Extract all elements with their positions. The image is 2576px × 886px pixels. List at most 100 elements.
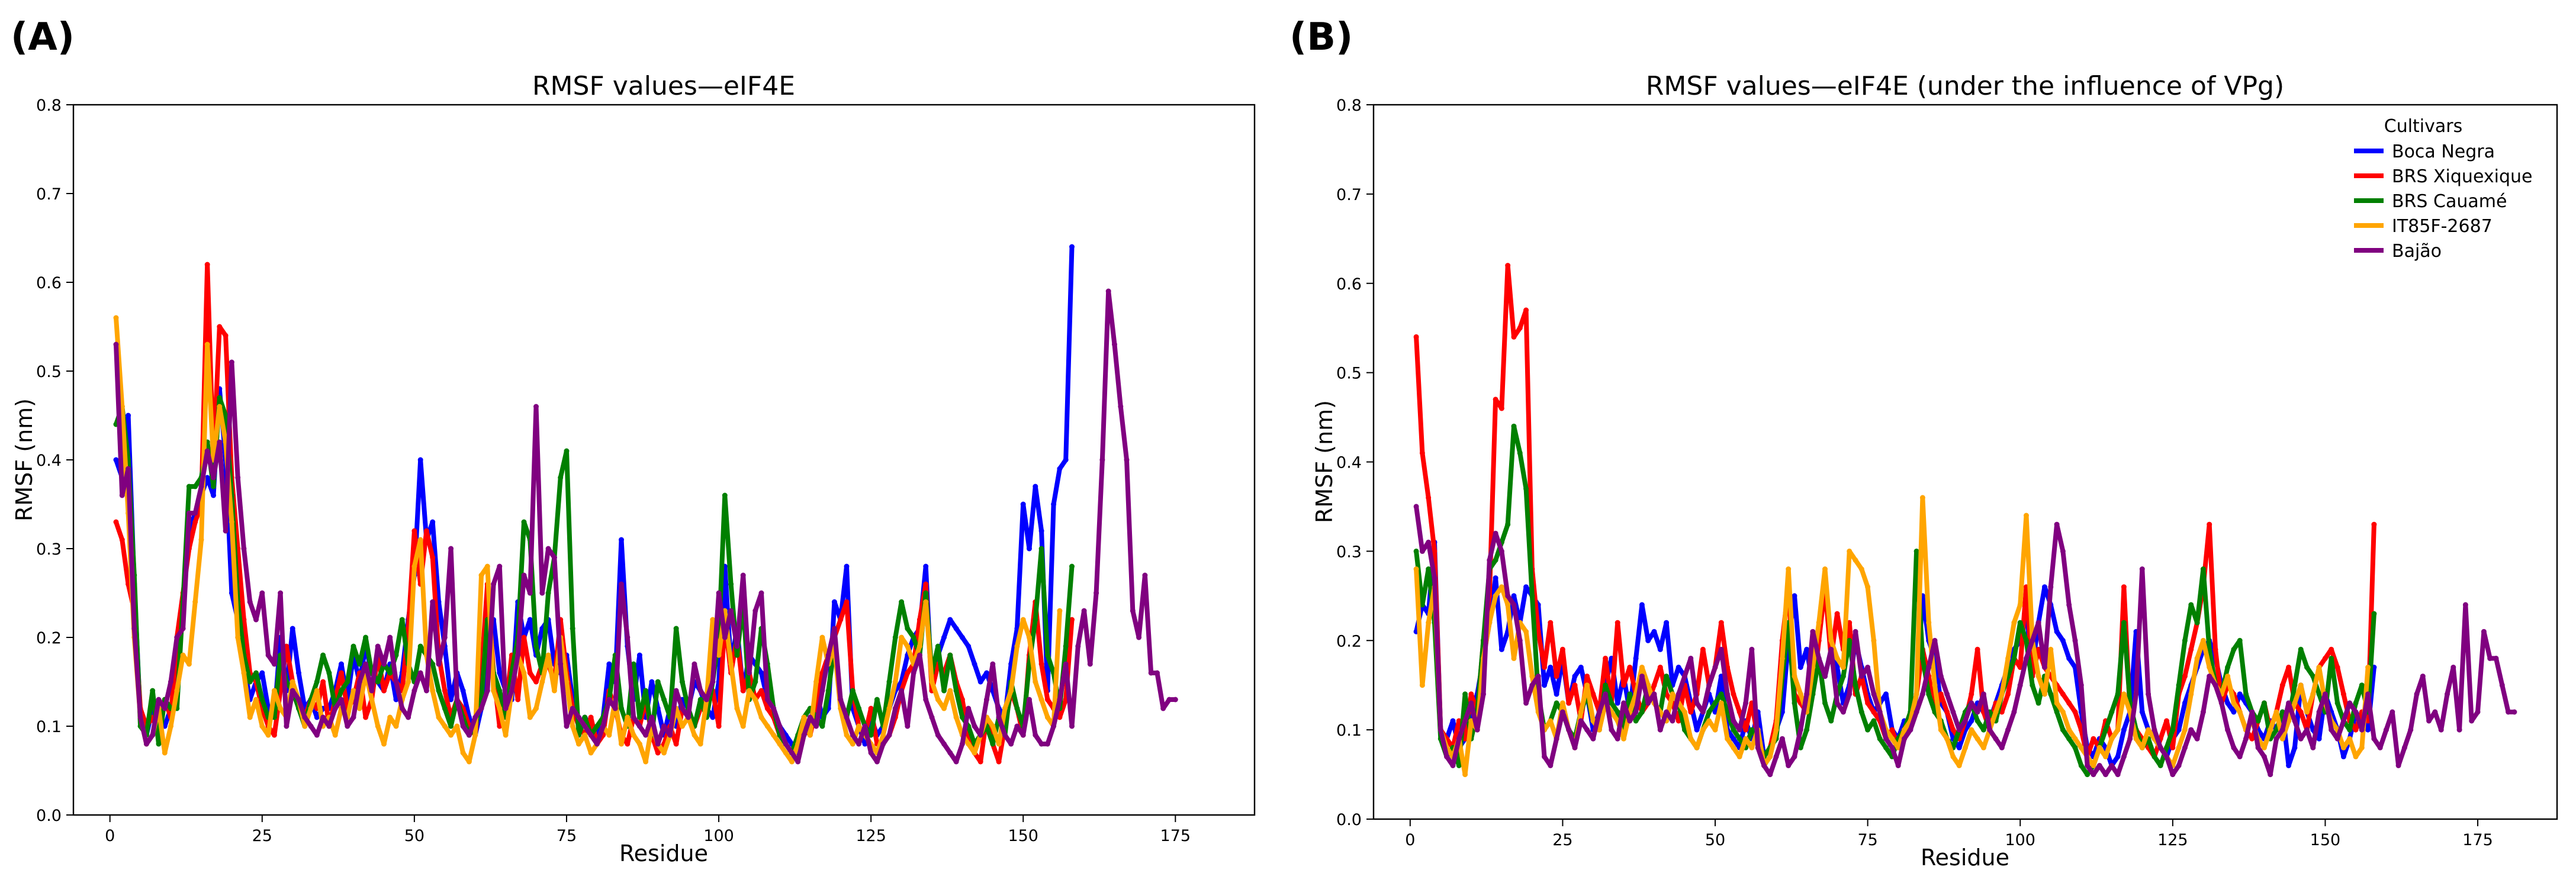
data-point-bajao <box>1474 727 1480 733</box>
data-point-brs-xiquexique <box>996 759 1002 765</box>
data-point-brs-cauame <box>850 688 856 694</box>
data-point-it85f-2687 <box>1797 691 1803 697</box>
data-point-bajao <box>168 679 173 685</box>
data-point-it85f-2687 <box>1523 629 1529 634</box>
data-point-boca-negra <box>606 661 612 667</box>
data-point-boca-negra <box>497 670 503 676</box>
data-point-bajao <box>801 732 807 738</box>
data-point-bajao <box>2384 727 2389 733</box>
data-point-bajao <box>2268 772 2273 778</box>
data-point-brs-xiquexique <box>2170 745 2176 750</box>
data-point-brs-xiquexique <box>868 705 874 711</box>
data-point-it85f-2687 <box>2279 736 2285 742</box>
data-point-it85f-2687 <box>2066 727 2072 733</box>
data-point-it85f-2687 <box>2072 736 2078 742</box>
data-point-it85f-2687 <box>892 679 898 685</box>
data-point-it85f-2687 <box>1822 566 1828 572</box>
data-point-boca-negra <box>2115 753 2121 759</box>
data-point-bajao <box>423 688 429 694</box>
data-point-brs-cauame <box>211 484 216 489</box>
data-point-brs-cauame <box>2035 700 2041 706</box>
data-point-bajao <box>1419 548 1425 554</box>
data-point-bajao <box>966 705 972 711</box>
data-point-bajao <box>369 688 375 694</box>
data-point-brs-cauame <box>442 705 448 711</box>
data-point-bajao <box>1112 341 1117 347</box>
data-point-brs-cauame <box>1554 700 1559 706</box>
data-point-bajao <box>1706 682 1712 688</box>
data-point-it85f-2687 <box>1008 688 1014 694</box>
data-point-bajao <box>1105 288 1111 294</box>
data-point-it85f-2687 <box>503 732 509 738</box>
data-point-brs-xiquexique <box>1700 646 1706 652</box>
data-point-bajao <box>1148 670 1154 676</box>
data-point-bajao <box>570 705 575 711</box>
data-point-it85f-2687 <box>332 732 338 738</box>
data-point-it85f-2687 <box>1057 608 1063 614</box>
data-point-brs-cauame <box>314 679 320 685</box>
data-point-bajao <box>874 759 880 765</box>
data-point-brs-cauame <box>2182 637 2188 643</box>
data-point-bajao <box>1987 727 1993 733</box>
data-point-bajao <box>990 661 996 667</box>
data-point-bajao <box>1858 674 1864 679</box>
data-point-it85f-2687 <box>168 723 173 729</box>
data-point-boca-negra <box>1554 691 1559 697</box>
data-point-it85f-2687 <box>1014 643 1020 649</box>
data-point-brs-xiquexique <box>381 688 387 694</box>
data-point-brs-xiquexique <box>1736 709 1742 715</box>
data-point-bajao <box>1033 732 1038 738</box>
data-point-it85f-2687 <box>198 537 204 543</box>
data-point-brs-xiquexique <box>2279 682 2285 688</box>
data-point-boca-negra <box>1450 718 1456 724</box>
data-point-brs-xiquexique <box>655 750 661 756</box>
data-point-bajao <box>2493 655 2499 661</box>
data-point-brs-cauame <box>2310 674 2316 679</box>
data-point-bajao <box>2212 682 2218 688</box>
data-point-brs-cauame <box>545 590 551 596</box>
data-point-bajao <box>1124 457 1130 463</box>
data-point-it85f-2687 <box>2042 691 2047 697</box>
data-point-brs-cauame <box>2304 665 2310 670</box>
data-point-brs-cauame <box>752 679 758 685</box>
data-point-bajao <box>716 590 722 596</box>
data-point-bajao <box>1069 723 1075 729</box>
data-point-bajao <box>1063 661 1069 667</box>
data-point-bajao <box>1559 709 1565 715</box>
data-point-bajao <box>460 723 466 729</box>
series-group-b <box>1413 263 2517 778</box>
data-point-brs-cauame <box>1853 682 1858 688</box>
data-point-boca-negra <box>1020 501 1026 507</box>
data-point-it85f-2687 <box>1044 714 1050 720</box>
data-point-it85f-2687 <box>113 315 119 321</box>
data-point-it85f-2687 <box>807 732 813 738</box>
data-point-brs-cauame <box>375 679 381 685</box>
data-point-boca-negra <box>1542 682 1547 688</box>
data-point-boca-negra <box>290 626 295 632</box>
data-point-brs-xiquexique <box>1657 665 1663 670</box>
data-point-it85f-2687 <box>783 750 789 756</box>
data-point-bajao <box>290 688 295 694</box>
data-point-it85f-2687 <box>533 705 539 711</box>
data-point-bajao <box>2292 718 2298 724</box>
data-point-bajao <box>1828 646 1834 652</box>
data-point-it85f-2687 <box>619 741 624 747</box>
data-point-bajao <box>1444 753 1450 759</box>
data-point-it85f-2687 <box>1529 674 1535 679</box>
data-point-brs-xiquexique <box>1548 620 1554 626</box>
data-point-bajao <box>1014 723 1020 729</box>
data-point-brs-cauame <box>1871 718 1877 724</box>
legend-entry: BRS Xiquexique <box>2354 166 2532 187</box>
data-point-it85f-2687 <box>2304 709 2310 715</box>
data-point-bajao <box>156 697 162 703</box>
data-point-brs-cauame <box>2316 691 2322 697</box>
data-point-brs-cauame <box>825 688 831 694</box>
data-point-brs-cauame <box>2121 620 2127 626</box>
data-point-brs-xiquexique <box>758 688 764 694</box>
data-point-bajao <box>2207 674 2212 679</box>
y-tick-label-a: 0.3 <box>36 540 62 559</box>
data-point-bajao <box>1718 646 1724 652</box>
data-point-brs-cauame <box>1419 602 1425 608</box>
data-point-bajao <box>1160 705 1166 711</box>
data-point-it85f-2687 <box>1033 679 1038 685</box>
